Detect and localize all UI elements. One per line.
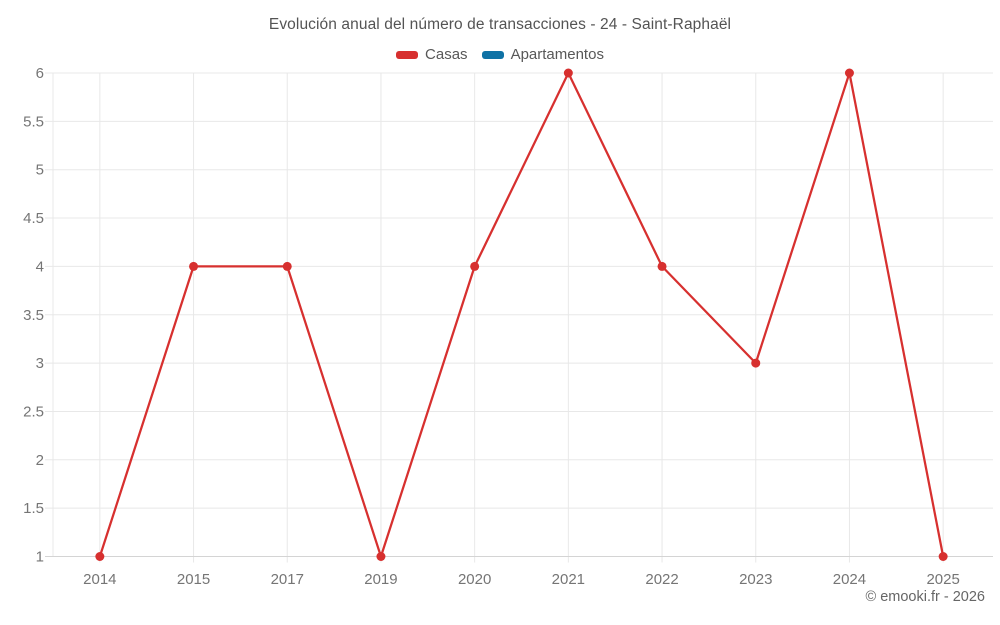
svg-text:2024: 2024	[833, 571, 866, 588]
svg-text:2: 2	[36, 452, 44, 469]
svg-text:3.5: 3.5	[23, 307, 44, 324]
svg-text:2015: 2015	[177, 571, 210, 588]
svg-text:5: 5	[36, 162, 44, 179]
svg-text:2021: 2021	[552, 571, 585, 588]
copyright-text: © emooki.fr - 2026	[865, 589, 985, 605]
svg-text:2022: 2022	[645, 571, 678, 588]
legend-swatch-casas-icon	[396, 50, 419, 59]
svg-text:6: 6	[36, 65, 44, 82]
legend-swatch-apartamentos-icon	[481, 50, 504, 59]
legend-label-casas: Casas	[425, 46, 468, 63]
svg-text:1.5: 1.5	[23, 500, 44, 517]
svg-text:2014: 2014	[83, 571, 116, 588]
legend-item-apartamentos[interactable]: Apartamentos	[481, 46, 604, 63]
svg-text:2020: 2020	[458, 571, 491, 588]
svg-text:4.5: 4.5	[23, 210, 44, 227]
chart-title: Evolución anual del número de transaccio…	[268, 16, 732, 33]
svg-text:1: 1	[36, 549, 44, 566]
svg-text:2023: 2023	[739, 571, 772, 588]
svg-text:4: 4	[36, 258, 44, 275]
legend-label-apartamentos: Apartamentos	[510, 46, 604, 63]
svg-text:2.5: 2.5	[23, 403, 44, 420]
svg-text:5.5: 5.5	[23, 113, 44, 130]
svg-text:2025: 2025	[926, 571, 959, 588]
svg-text:2017: 2017	[271, 571, 304, 588]
svg-text:3: 3	[36, 355, 44, 372]
chart-legend: Casas Apartamentos	[0, 46, 1000, 63]
svg-text:2019: 2019	[364, 571, 397, 588]
legend-item-casas[interactable]: Casas	[396, 46, 468, 63]
